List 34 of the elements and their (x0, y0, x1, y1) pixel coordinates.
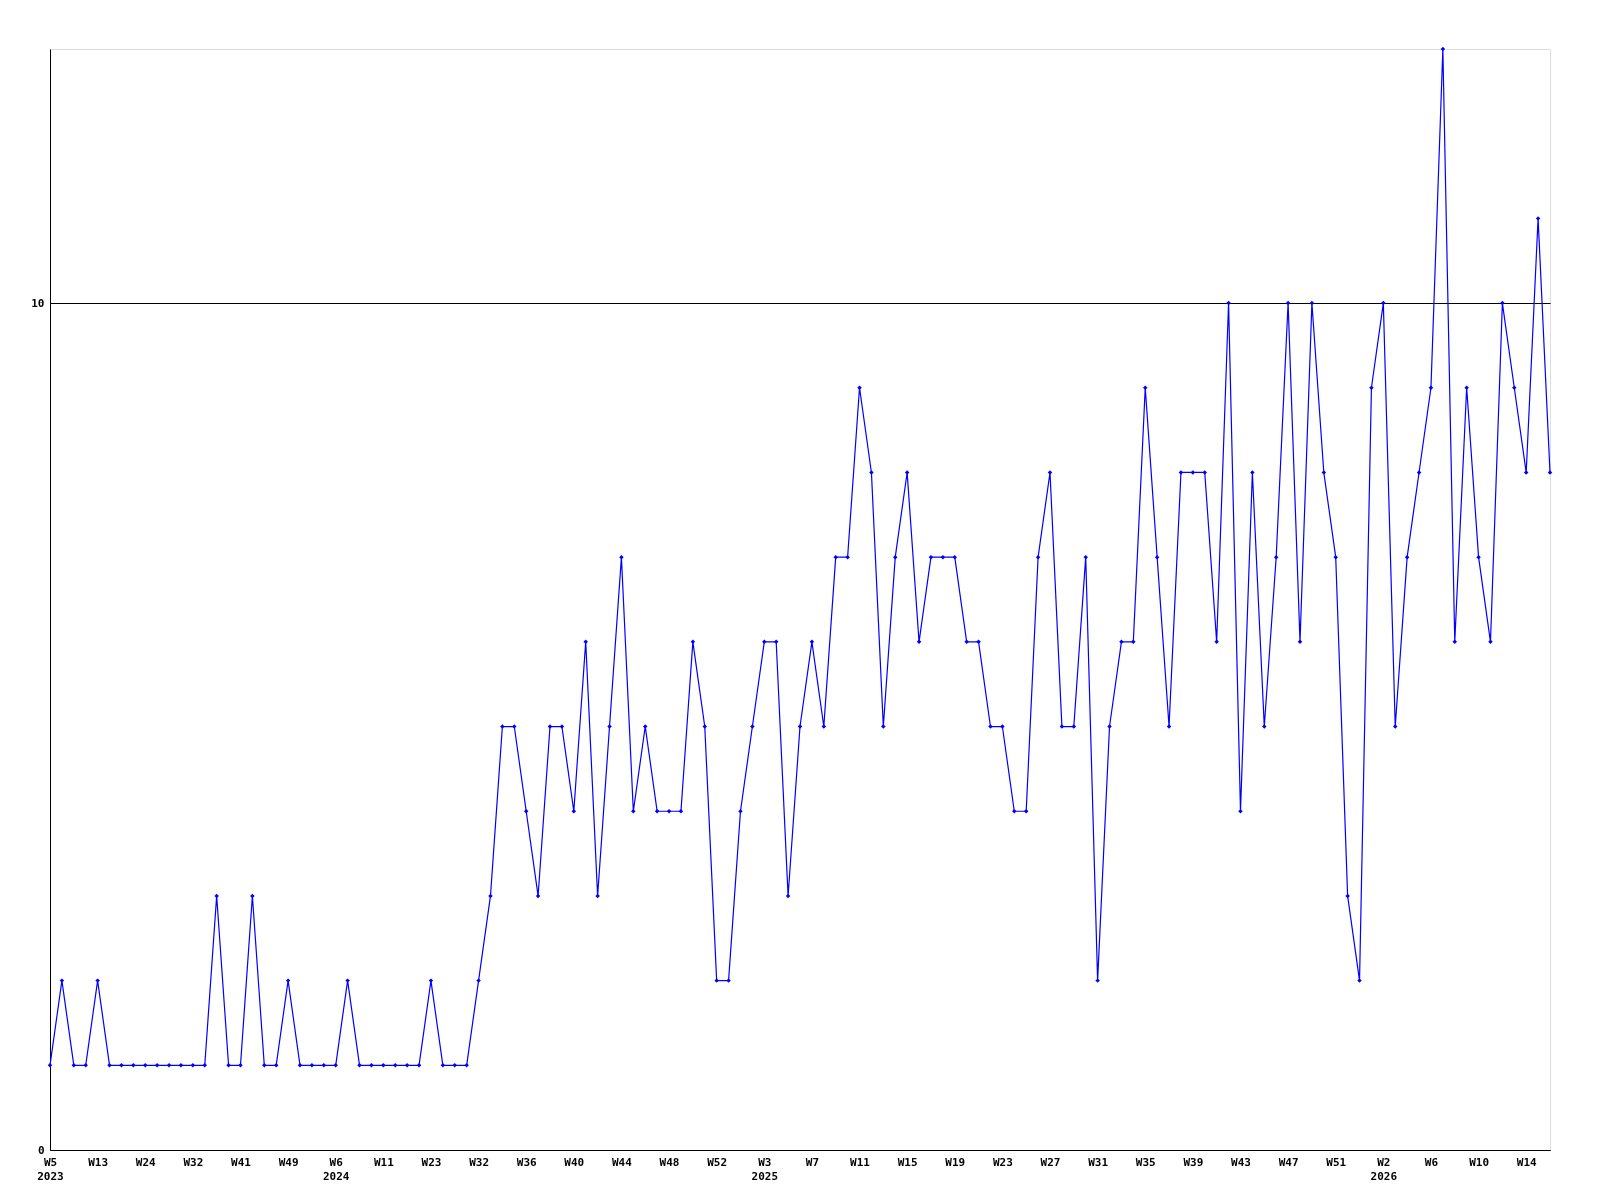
x-tick-label: W13 (88, 1155, 109, 1169)
x-tick-label: W19 (945, 1155, 966, 1169)
x-tick-label: W48 (659, 1155, 680, 1169)
x-tick-label: W11 (373, 1155, 395, 1169)
x-tick-label: W49 (278, 1155, 299, 1169)
x-tick-label: W31 (1088, 1155, 1109, 1169)
x-tick-label: W36 (516, 1155, 537, 1169)
x-tick-label: W23 (992, 1155, 1013, 1169)
x-tick-label: W23 (421, 1155, 442, 1169)
x-tick-label: W52 (707, 1155, 728, 1169)
x-tick-label: W5 2023 (37, 1155, 64, 1183)
x-tick-label: W44 (611, 1155, 633, 1169)
x-tick-label: W51 (1326, 1155, 1347, 1169)
x-tick-label: W47 (1278, 1155, 1299, 1169)
x-tick-label: W40 (564, 1155, 585, 1169)
x-tick-label: W39 (1183, 1155, 1204, 1169)
x-tick-label: W2 2026 (1370, 1155, 1398, 1183)
x-tick-label: W3 2025 (751, 1155, 779, 1183)
x-tick-label: W14 (1516, 1155, 1537, 1169)
x-tick-label: W6 2024 (322, 1155, 350, 1183)
y-tick-label: 0 (37, 1143, 45, 1157)
y-tick-label: 10 (31, 296, 45, 310)
x-tick-label: W41 (231, 1155, 252, 1169)
x-tick-label: W35 (1135, 1155, 1156, 1169)
x-tick-label: W6 (1424, 1155, 1439, 1169)
x-tick-label: W24 (135, 1155, 157, 1169)
x-tick-label: W27 (1040, 1155, 1061, 1169)
x-tick-label: W11 (850, 1155, 871, 1169)
x-tick-label: W10 (1469, 1155, 1490, 1169)
x-tick-label: W43 (1231, 1155, 1251, 1169)
x-tick-label: W7 (805, 1155, 820, 1169)
x-tick-label: W32 (183, 1155, 204, 1169)
x-tick-label: W32 (469, 1155, 490, 1169)
x-tick-label: W15 (897, 1155, 918, 1169)
